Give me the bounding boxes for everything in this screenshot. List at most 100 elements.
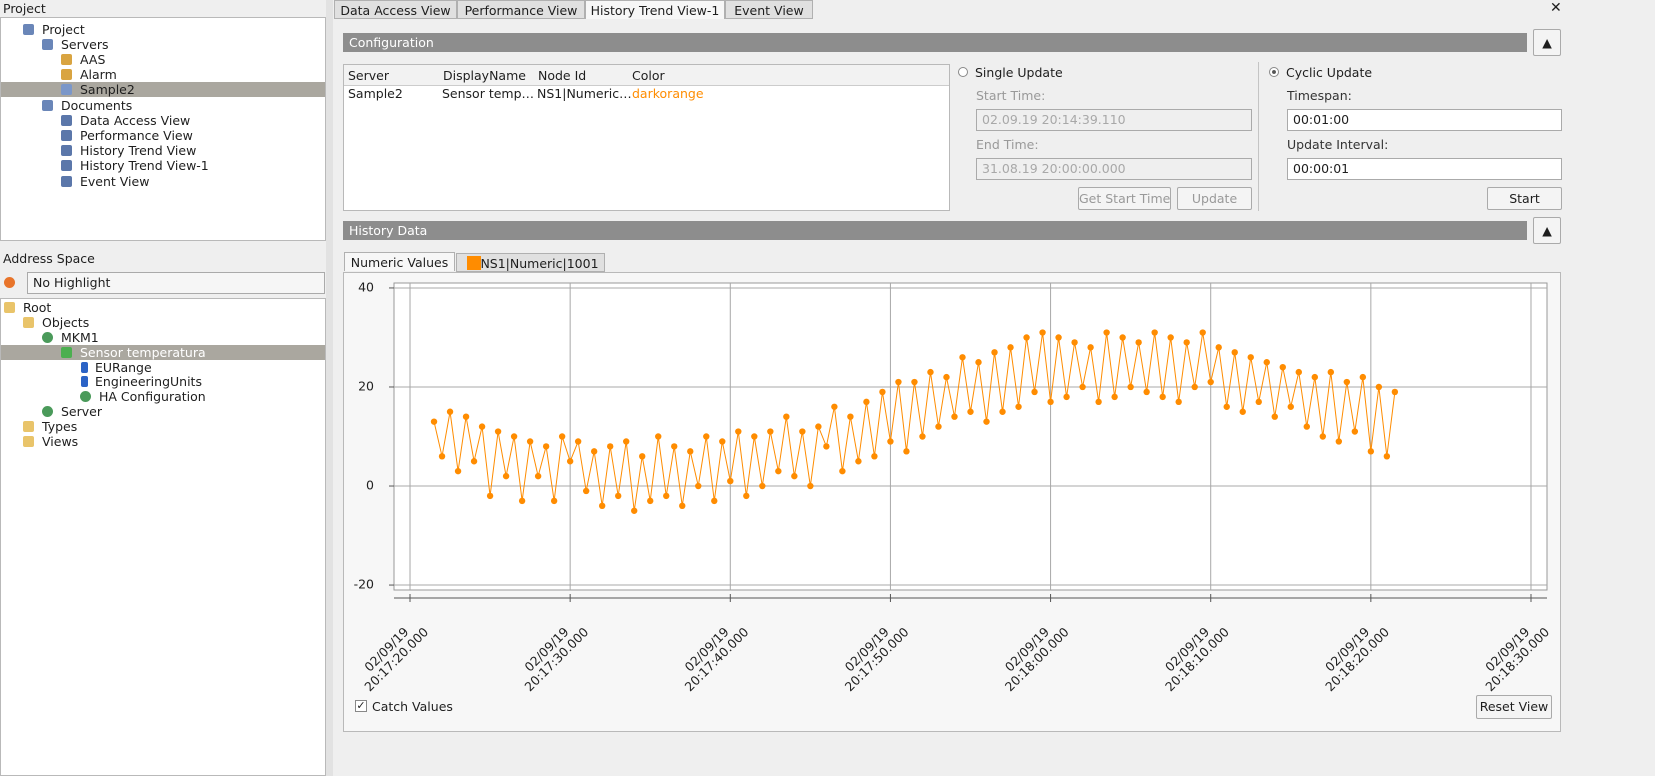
data-point [1159,393,1166,401]
tree-item[interactable]: Alarm [80,67,117,82]
radio-checked[interactable] [1269,67,1279,77]
data-point [1063,393,1070,401]
data-point [1119,334,1126,341]
collapse-button[interactable]: ▲ [1533,217,1561,244]
panel-title: Address Space [3,251,95,266]
checkbox-label[interactable]: Catch Values [372,699,453,714]
tree-item[interactable]: Objects [42,315,90,330]
section-bar: Configuration [343,33,1527,52]
field-value: 02.09.19 20:14:39.110 [982,112,1126,127]
tree-item-selected[interactable] [1,345,325,360]
tree-item[interactable]: EngineeringUnits [95,374,202,389]
data-point [1015,403,1022,410]
data-point [1047,398,1054,406]
button[interactable]: Get Start Time [1078,187,1171,210]
data-point [663,492,670,500]
data-point [1191,383,1198,391]
icon [61,69,72,80]
y-tick-label: 0 [366,478,374,493]
data-point [639,453,646,460]
tab[interactable]: Data Access View [334,0,457,19]
tab-active[interactable]: Numeric Values [344,252,455,271]
tree-item[interactable]: History Trend View [80,143,197,158]
data-point [1239,408,1246,415]
data-point [1111,393,1118,401]
data-point [470,458,478,465]
button[interactable]: Reset View [1476,695,1552,719]
tree-item[interactable]: Root [23,300,52,315]
plot-area [393,282,1548,591]
tree-item[interactable]: AAS [80,52,106,67]
data-point [759,482,766,490]
date-field[interactable]: 31.08.19 20:00:00.000 [976,158,1252,180]
data-point [775,467,782,475]
radio-label[interactable]: Cyclic Update [1286,65,1373,80]
data-point [462,413,470,420]
radio[interactable] [958,67,968,77]
icon [23,317,34,328]
refresh-icon[interactable] [4,277,15,288]
tree-item[interactable]: Data Access View [80,113,191,128]
icon [61,130,72,141]
data-point [935,423,942,430]
data-point [1295,368,1302,376]
tab[interactable]: Performance View [457,0,585,19]
data-point [1095,398,1102,406]
tree-item[interactable]: Views [42,434,79,449]
separator [1258,62,1259,211]
icon [80,391,91,402]
close-button[interactable]: ✕ [1550,0,1562,16]
tree-item[interactable]: EURange [95,360,152,375]
date-field[interactable]: 02.09.19 20:14:39.110 [976,109,1252,131]
tree-item[interactable]: Event View [80,174,150,189]
tree-item[interactable]: Sensor temperatura [80,345,206,360]
tree-item[interactable]: Servers [61,37,109,52]
data-point [879,388,886,396]
field-value: 00:00:01 [1293,161,1350,176]
column-header: Server [348,68,389,83]
tab[interactable]: Event View [725,0,813,19]
tree-item[interactable]: Project [42,22,85,37]
tree-item[interactable]: Server [61,404,102,419]
highlight-dropdown[interactable]: No Highlight [27,272,325,294]
column-header: DisplayName [443,68,526,83]
tree-item[interactable]: Sample2 [80,82,135,97]
data-point [550,497,558,505]
icon [23,436,34,447]
data-point [951,413,958,420]
radio-label[interactable]: Single Update [975,65,1063,80]
tree-item-selected[interactable] [1,82,325,97]
data-point [1247,354,1254,361]
data-point [1375,383,1383,391]
tree-item[interactable]: Documents [61,98,133,113]
data-point [526,438,534,445]
data-point [1351,428,1359,435]
data-point [1359,373,1367,381]
data-point [1311,373,1318,381]
time-field[interactable]: 00:00:01 [1287,158,1562,180]
button[interactable]: Update [1177,187,1252,210]
tree-item[interactable]: History Trend View-1 [80,158,209,173]
collapse-button[interactable]: ▲ [1533,29,1561,56]
data-point [1215,344,1222,351]
tree-item[interactable]: Types [42,419,78,434]
column-header: Node Id [538,68,587,83]
splitter[interactable] [326,0,333,776]
icon [81,362,88,373]
tree-item[interactable]: HA Configuration [99,389,206,404]
data-point [815,423,822,430]
tree-item[interactable]: Performance View [80,128,193,143]
button[interactable]: Start [1487,187,1562,210]
tree-item[interactable]: MKM1 [61,330,99,345]
data-point [967,408,974,415]
tab-active[interactable]: History Trend View-1 [585,0,725,19]
section-bar: History Data [343,221,1527,240]
data-point [911,378,918,386]
tab[interactable]: NS1|Numeric|1001 [456,253,605,272]
data-point [791,472,798,480]
checkbox[interactable]: ✓ [355,699,367,712]
time-field[interactable]: 00:01:00 [1287,109,1562,131]
